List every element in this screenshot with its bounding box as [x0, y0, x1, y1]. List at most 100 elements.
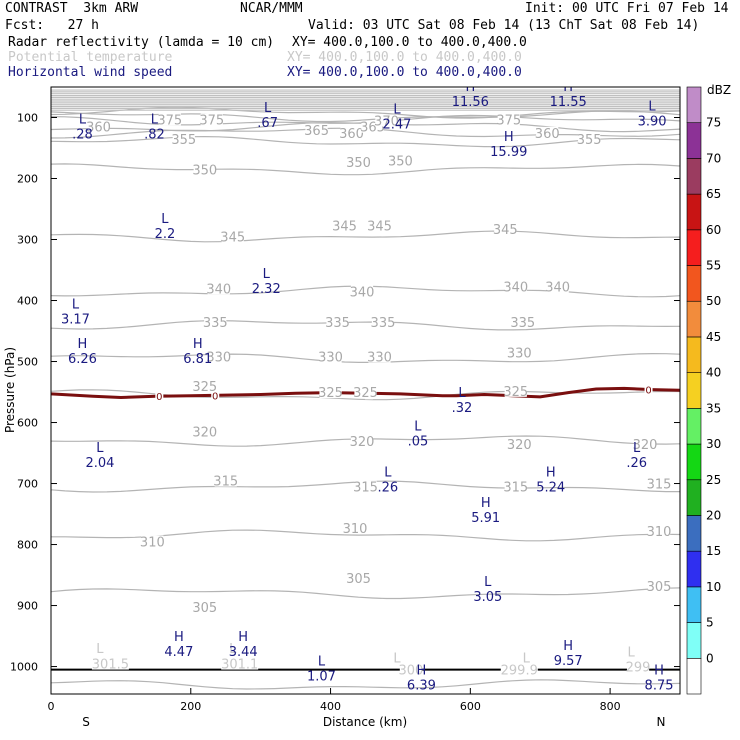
theta-label: 315	[503, 481, 528, 496]
theta-label: 315	[647, 478, 672, 493]
wind-extremum-value: 6.81	[183, 352, 212, 367]
wind-extremum-value: 2.04	[85, 456, 114, 471]
wind-extremum-mark: L	[414, 420, 422, 435]
y-tick-label: 200	[17, 173, 38, 186]
wind-extremum-mark: H	[417, 664, 427, 679]
wind-extremum-mark: H	[238, 630, 248, 645]
theta-faint-label: 300	[399, 664, 424, 679]
theta-label-bg	[319, 350, 342, 363]
wind-extremum-value: 3.90	[638, 114, 667, 129]
theta-label-bg	[326, 315, 349, 328]
theta-extremum-mark: L	[393, 651, 401, 666]
theta-label-bg	[647, 580, 671, 593]
theta-label-bg	[172, 132, 195, 145]
x-tick-label: 800	[600, 700, 621, 713]
theta-label-bg	[207, 350, 230, 363]
theta-label-bg	[633, 437, 657, 450]
theta-label: 345	[220, 231, 245, 246]
theta-label: 375	[157, 113, 182, 128]
wind-extremum-value: 11.56	[452, 95, 489, 110]
valid-time: Valid: 03 UTC Sat 08 Feb 14 (13 ChT Sat …	[308, 18, 700, 33]
wind-extremum-mark: L	[96, 441, 104, 456]
wind-extremum-mark: H	[563, 639, 573, 654]
theta-label: 325	[318, 386, 343, 401]
theta-label-bg	[508, 437, 531, 450]
theta-label-bg	[141, 535, 164, 548]
theta-label: 345	[332, 220, 357, 235]
theta-label: 350	[192, 163, 217, 178]
theta-label-bg	[504, 384, 527, 397]
theta-label: 330	[507, 346, 532, 361]
theta-label-bg	[354, 386, 377, 399]
theta-label-bg	[504, 280, 527, 293]
wind-extremum-mark: H	[193, 337, 203, 352]
freezing-level-label: 0	[156, 392, 162, 403]
field-2-xy: XY= 400.0,100.0 to 400.0,400.0	[287, 50, 522, 65]
theta-label-bg	[200, 113, 223, 126]
theta-label: 340	[350, 285, 375, 300]
theta-label-bg	[368, 219, 391, 232]
colorbar-level-label: 40	[706, 366, 721, 380]
wind-extremum-mark: H	[654, 664, 664, 679]
wind-extremum-value: 15.99	[490, 145, 527, 160]
freezing-label-bg	[644, 383, 653, 396]
freezing-label-bg	[155, 390, 164, 403]
theta-label: 310	[140, 536, 165, 551]
theta-label: 350	[346, 156, 371, 171]
wind-extremum-value: .28	[72, 128, 93, 143]
theta-label-bg	[207, 282, 230, 295]
theta-label: 315	[213, 475, 238, 490]
colorbar-level-label: 50	[706, 294, 721, 308]
forecast-hour: Fcst: 27 h	[5, 18, 99, 33]
theta-label-bg	[497, 113, 520, 126]
wind-extremum-mark: L	[263, 267, 271, 282]
theta-label: 335	[203, 316, 228, 331]
colorbar-level-label: 75	[706, 116, 721, 130]
theta-faint-label-bg	[626, 660, 650, 673]
wind-extremum-mark: L	[318, 654, 326, 669]
theta-faint-label-bg	[221, 657, 259, 670]
theta-label-bg	[578, 132, 601, 145]
theta-label: 360	[339, 127, 364, 142]
y-tick-label: 400	[17, 295, 38, 308]
wind-extremum-mark: L	[484, 575, 492, 590]
colorbar-swatch	[686, 158, 702, 195]
theta-label: 315	[353, 481, 378, 496]
theta-label-bg	[494, 223, 517, 236]
theta-label-bg	[546, 280, 569, 293]
theta-label-bg	[305, 123, 328, 136]
theta-label: 320	[192, 426, 217, 441]
colorbar-unit: dBZ	[707, 83, 731, 97]
x-end-left: S	[82, 715, 90, 729]
wind-extremum-mark: H	[174, 630, 184, 645]
wind-extremum-value: 1.07	[307, 669, 336, 684]
wind-extremum-value: 11.55	[550, 95, 587, 110]
x-end-right: N	[657, 715, 666, 729]
wind-extremum-mark: L	[72, 298, 80, 313]
wind-extremum-value: 3.44	[229, 645, 258, 660]
wind-extremum-mark: L	[384, 465, 392, 480]
field-3-xy: XY= 400.0,100.0 to 400.0,400.0	[287, 65, 522, 80]
freezing-level-label: 0	[212, 391, 218, 402]
theta-faint-label: 301.5	[92, 658, 129, 673]
colorbar-level-label: 25	[706, 473, 721, 487]
theta-label: 340	[545, 281, 570, 296]
theta-contour-330	[51, 352, 680, 363]
y-tick-label: 900	[17, 600, 38, 613]
theta-label: 310	[647, 525, 672, 540]
colorbar-swatch	[686, 229, 702, 266]
wind-extremum-mark: L	[79, 113, 87, 128]
wind-extremum-value: .67	[257, 116, 278, 131]
colorbar-level-label: 60	[706, 223, 721, 237]
wind-extremum-mark: L	[648, 99, 656, 114]
theta-label: 335	[325, 316, 350, 331]
freezing-label-bg	[211, 389, 220, 402]
theta-label: 340	[503, 281, 528, 296]
colorbar-level-label: 65	[706, 187, 721, 201]
wind-extremum-mark: L	[151, 113, 159, 128]
x-tick-label: 200	[180, 700, 201, 713]
colorbar-level-label: 5	[706, 616, 714, 630]
colorbar-swatch	[686, 86, 702, 124]
colorbar-swatch	[686, 408, 702, 445]
theta-label-bg	[350, 434, 374, 447]
